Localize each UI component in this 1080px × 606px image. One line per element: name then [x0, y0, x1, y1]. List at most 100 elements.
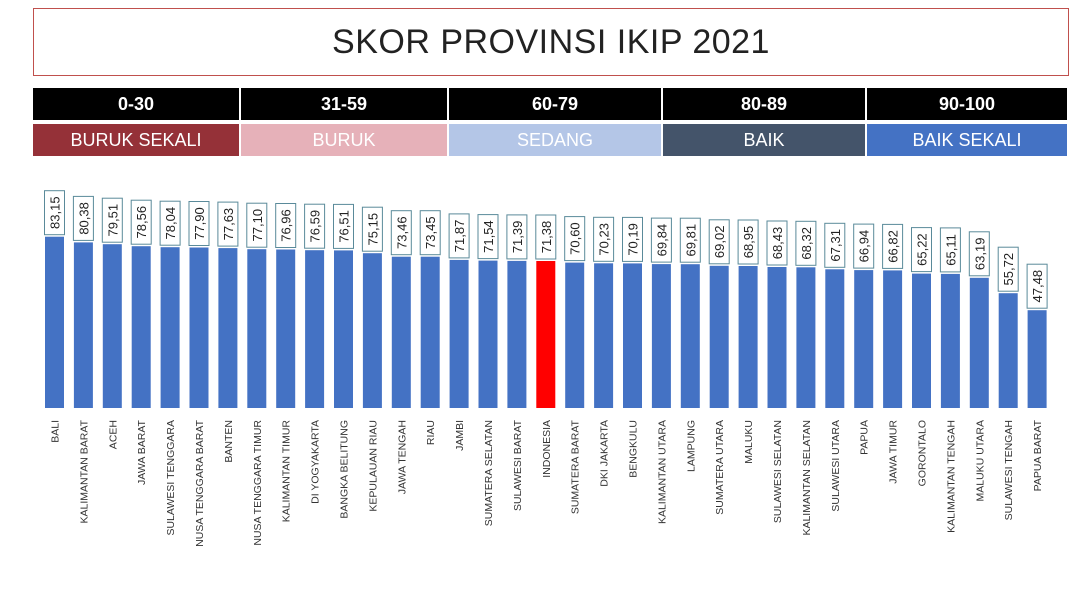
value-label-box — [44, 190, 65, 236]
legend-range-4: 90-100 — [867, 88, 1069, 120]
value-label-box — [419, 210, 441, 256]
bar-sulawesi-tengah — [998, 293, 1018, 408]
value-label: 71,39 — [510, 221, 525, 254]
category-label: NUSA TENGGARA BARAT — [194, 419, 206, 546]
legend-range-3: 80-89 — [663, 88, 867, 120]
value-label-box — [506, 214, 528, 260]
value-label-box — [535, 214, 557, 260]
bar-nusa-tenggara-barat — [189, 247, 209, 408]
value-label-box — [390, 210, 412, 256]
value-label: 80,38 — [76, 202, 91, 235]
bar-gorontalo — [912, 273, 931, 408]
bar-jambi — [449, 259, 469, 408]
value-label: 68,32 — [799, 227, 814, 260]
category-label: JAWA TIMUR — [888, 420, 900, 484]
value-label-box — [679, 217, 701, 263]
value-label-box — [853, 223, 875, 269]
category-label: DKI JAKARTA — [599, 420, 611, 487]
legend-range-0: 0-30 — [33, 88, 241, 120]
category-label: MALUKU — [743, 420, 755, 464]
category-label: SULAWESI BARAT — [512, 419, 524, 511]
value-label: 76,59 — [308, 210, 323, 243]
legend-category-1: BURUK — [241, 124, 449, 156]
bar-sumatera-barat — [565, 262, 585, 408]
value-label-box — [361, 206, 383, 252]
value-label: 77,63 — [221, 208, 236, 241]
value-label: 70,19 — [626, 223, 641, 256]
value-label-box — [708, 219, 730, 265]
bar-maluku-utara — [969, 277, 989, 408]
value-label: 75,15 — [365, 213, 380, 246]
category-label: SULAWESI TENGGARA — [165, 420, 177, 536]
value-label-box — [448, 213, 470, 259]
value-label: 77,10 — [250, 209, 265, 242]
value-label-box — [997, 246, 1019, 292]
category-label: SUMATERA SELATAN — [483, 420, 495, 526]
bar-chart: 83,15 BALI 80,38 KALIMANTAN BARAT 79,51 ACEH 7… — [44, 190, 1048, 547]
bar-sulawesi-barat — [507, 260, 527, 408]
value-label: 65,11 — [943, 234, 958, 266]
bar-kalimantan-utara — [651, 264, 671, 408]
category-label: BALI — [50, 420, 62, 443]
value-label: 67,31 — [828, 229, 843, 262]
category-label: ACEH — [107, 420, 119, 449]
legend-category-3: BAIK — [663, 124, 867, 156]
category-label: PAPUA — [859, 420, 871, 455]
value-label-box — [968, 231, 990, 277]
value-label: 77,90 — [192, 207, 207, 240]
value-label: 71,38 — [539, 221, 554, 254]
score-legend: 0-30 BURUK SEKALI 31-59 BURUK 60-79 SEDANG 80-… — [33, 88, 1069, 156]
category-label: NUSA TENGGARA TIMUR — [252, 420, 264, 546]
bar-nusa-tenggara-timur — [247, 249, 267, 408]
value-label-box — [882, 223, 904, 269]
value-label-box — [72, 195, 94, 241]
category-label: JAMBI — [454, 420, 466, 451]
bar-sumatera-selatan — [478, 260, 498, 408]
value-label: 69,84 — [654, 224, 669, 257]
value-label-box — [824, 222, 846, 268]
bar-papua-barat — [1027, 310, 1047, 408]
category-label: RIAU — [425, 420, 437, 445]
bar-kepulauan-riau — [362, 253, 382, 408]
value-label-box — [304, 203, 326, 249]
value-label-box — [737, 219, 759, 265]
bar-maluku — [738, 266, 758, 408]
value-label-box — [217, 201, 239, 247]
category-label: JAWA BARAT — [136, 419, 148, 485]
category-label: SULAWESI SELATAN — [772, 420, 784, 523]
value-label-box — [795, 220, 817, 266]
value-label-box — [766, 220, 788, 266]
bar-jawa-barat — [131, 246, 151, 408]
bar-kalimantan-timur — [276, 249, 296, 408]
bar-kalimantan-tengah — [940, 273, 960, 408]
category-label: KEPULAUAN RIAU — [367, 420, 379, 512]
value-label-box — [1026, 263, 1048, 309]
category-label: LAMPUNG — [685, 420, 697, 472]
bar-kalimantan-barat — [73, 242, 93, 408]
value-label: 70,23 — [597, 223, 612, 256]
value-label-box — [275, 203, 297, 248]
value-label-box — [593, 216, 615, 262]
bar-lampung — [680, 264, 700, 408]
value-label-box — [130, 199, 152, 245]
value-label: 63,19 — [972, 238, 987, 271]
bar-dki-jakarta — [594, 263, 614, 408]
category-label: KALIMANTAN TENGAH — [945, 420, 957, 533]
category-label: KALIMANTAN BARAT — [78, 419, 90, 523]
value-label: 68,43 — [770, 227, 785, 260]
bar-riau — [420, 256, 440, 408]
value-label-box — [477, 214, 499, 260]
value-label: 71,54 — [481, 220, 496, 253]
category-label: KALIMANTAN TIMUR — [281, 420, 293, 523]
category-label: SULAWESI TENGAH — [1003, 420, 1015, 520]
category-label: KALIMANTAN UTARA — [656, 420, 668, 524]
bar-jawa-timur — [883, 270, 903, 408]
value-label-box — [650, 217, 672, 263]
category-label: SUMATERA BARAT — [570, 419, 582, 514]
bar-jawa-tengah — [391, 256, 411, 408]
value-label-box — [622, 216, 643, 262]
value-label-box — [939, 227, 961, 273]
bar-aceh — [102, 244, 122, 408]
value-label-box — [101, 197, 123, 243]
legend-category-4: BAIK SEKALI — [867, 124, 1069, 156]
